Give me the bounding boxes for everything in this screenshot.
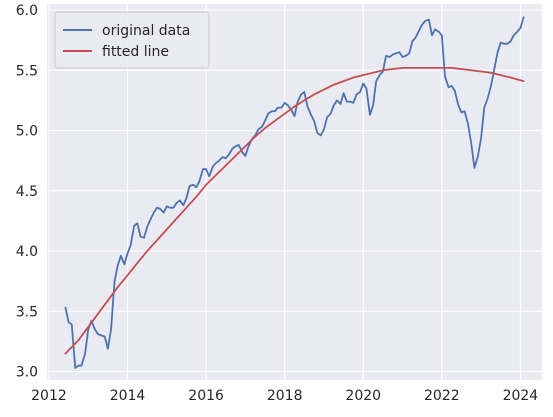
y-tick-label-4.5: 4.5 — [16, 184, 38, 200]
y-tick-label-4.0: 4.0 — [16, 244, 38, 260]
x-tick-label-2024: 2024 — [503, 388, 539, 404]
x-tick-label-2014: 2014 — [110, 388, 146, 404]
legend-label-fitted-line: fitted line — [102, 44, 169, 60]
y-axis-tick-labels: 3.0 3.5 4.0 4.5 5.0 5.5 6.0 — [16, 3, 38, 381]
y-tick-label-3.0: 3.0 — [16, 365, 38, 381]
y-tick-label-5.5: 5.5 — [16, 63, 38, 79]
x-tick-label-2020: 2020 — [345, 388, 381, 404]
y-tick-label-3.5: 3.5 — [16, 304, 38, 320]
series-layer — [64, 16, 525, 369]
series-line-original-data — [64, 16, 525, 369]
x-tick-label-2018: 2018 — [267, 388, 303, 404]
x-tick-label-2022: 2022 — [424, 388, 460, 404]
x-axis-tick-labels: 2012 2014 2016 2018 2020 2022 2024 — [31, 388, 538, 404]
legend-label-original-data: original data — [102, 23, 190, 39]
x-tick-label-2012: 2012 — [31, 388, 67, 404]
series-line-fitted-line — [64, 66, 525, 355]
y-tick-label-6.0: 6.0 — [16, 3, 38, 19]
legend-box — [54, 11, 210, 69]
y-tick-label-5.0: 5.0 — [16, 124, 38, 140]
x-tick-label-2016: 2016 — [188, 388, 224, 404]
legend: original data fitted line — [54, 11, 210, 69]
